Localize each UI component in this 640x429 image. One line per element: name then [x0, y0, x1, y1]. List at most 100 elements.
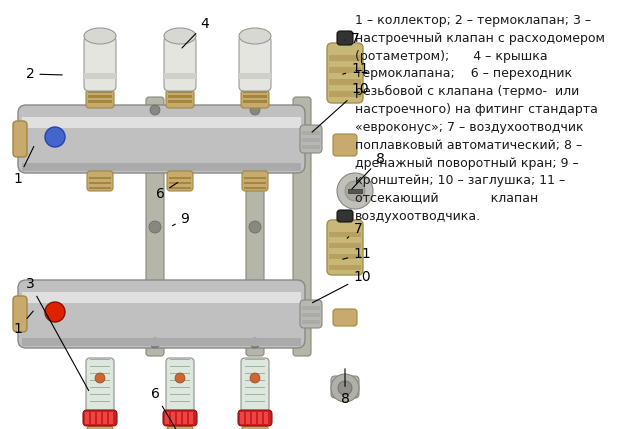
Circle shape — [331, 374, 359, 402]
FancyBboxPatch shape — [239, 36, 271, 91]
FancyBboxPatch shape — [166, 90, 194, 108]
Bar — [171, 412, 175, 424]
Bar — [329, 232, 361, 237]
Bar — [22, 163, 301, 171]
Bar — [302, 313, 320, 317]
Bar — [90, 359, 110, 360]
FancyBboxPatch shape — [238, 410, 272, 426]
Text: 6: 6 — [156, 182, 178, 201]
Bar — [329, 265, 361, 270]
Bar — [88, 90, 112, 93]
Circle shape — [250, 373, 260, 383]
Bar — [246, 412, 250, 424]
Bar — [243, 100, 267, 103]
FancyBboxPatch shape — [13, 121, 27, 157]
Bar — [264, 412, 268, 424]
Bar — [168, 90, 192, 93]
Bar — [329, 243, 361, 248]
Bar — [245, 366, 265, 367]
Text: 9: 9 — [172, 212, 189, 226]
Text: 1 – коллектор; 2 – термоклапан; 3 –
настроечный клапан с расходомером
(ротаметро: 1 – коллектор; 2 – термоклапан; 3 – наст… — [355, 14, 605, 223]
Bar — [90, 393, 110, 395]
Bar — [169, 182, 191, 184]
Bar — [22, 338, 301, 346]
Bar — [243, 90, 267, 93]
Bar — [244, 187, 266, 189]
FancyBboxPatch shape — [242, 171, 268, 191]
Ellipse shape — [164, 28, 196, 44]
Text: 2: 2 — [26, 67, 62, 81]
Bar — [302, 145, 320, 149]
Bar — [170, 366, 190, 367]
Bar — [164, 73, 196, 79]
Bar — [170, 359, 190, 360]
FancyBboxPatch shape — [300, 300, 322, 328]
Circle shape — [45, 302, 65, 322]
Text: 7: 7 — [345, 32, 360, 46]
Bar — [170, 393, 190, 395]
Bar — [348, 189, 362, 193]
FancyBboxPatch shape — [163, 410, 197, 426]
Bar — [243, 95, 267, 98]
Circle shape — [45, 127, 65, 147]
Text: 7: 7 — [347, 222, 362, 238]
Bar — [177, 412, 181, 424]
Bar — [90, 387, 110, 388]
Text: 10: 10 — [312, 82, 369, 132]
Bar — [329, 79, 361, 85]
Text: 1: 1 — [13, 146, 34, 186]
Bar — [302, 320, 320, 324]
FancyBboxPatch shape — [300, 125, 322, 153]
Bar — [245, 387, 265, 388]
Circle shape — [150, 105, 160, 115]
Bar — [88, 100, 112, 103]
Text: 8: 8 — [340, 369, 349, 406]
Bar — [90, 366, 110, 367]
Bar — [169, 187, 191, 189]
FancyBboxPatch shape — [242, 426, 268, 429]
Bar — [244, 182, 266, 184]
Circle shape — [250, 105, 260, 115]
Bar — [329, 91, 361, 97]
FancyBboxPatch shape — [333, 309, 357, 326]
Bar — [168, 100, 192, 103]
FancyBboxPatch shape — [146, 97, 164, 356]
Circle shape — [95, 373, 105, 383]
Bar — [244, 177, 266, 179]
FancyBboxPatch shape — [293, 97, 311, 356]
Bar — [22, 292, 301, 303]
Bar — [258, 412, 262, 424]
Text: 3: 3 — [26, 277, 89, 390]
Bar — [183, 412, 187, 424]
Circle shape — [150, 338, 160, 348]
FancyBboxPatch shape — [166, 358, 194, 413]
Text: 4: 4 — [182, 17, 209, 48]
FancyBboxPatch shape — [86, 90, 114, 108]
FancyBboxPatch shape — [13, 296, 27, 332]
FancyBboxPatch shape — [167, 171, 193, 191]
Text: 1: 1 — [13, 311, 33, 336]
Bar — [84, 73, 116, 79]
Bar — [85, 412, 89, 424]
FancyBboxPatch shape — [327, 220, 363, 275]
Text: 8: 8 — [352, 152, 385, 189]
Bar — [22, 117, 301, 128]
FancyBboxPatch shape — [18, 105, 305, 173]
FancyBboxPatch shape — [86, 358, 114, 413]
Bar — [88, 95, 112, 98]
FancyBboxPatch shape — [164, 36, 196, 91]
Bar — [170, 380, 190, 381]
Bar — [302, 138, 320, 142]
Bar — [245, 401, 265, 402]
Bar — [329, 254, 361, 259]
FancyBboxPatch shape — [337, 210, 353, 222]
Bar — [89, 182, 111, 184]
FancyBboxPatch shape — [246, 97, 264, 356]
Bar — [240, 412, 244, 424]
Text: 11: 11 — [342, 62, 369, 76]
Circle shape — [337, 173, 373, 209]
Bar — [245, 380, 265, 381]
FancyBboxPatch shape — [84, 36, 116, 91]
FancyBboxPatch shape — [18, 280, 305, 348]
Ellipse shape — [84, 28, 116, 44]
